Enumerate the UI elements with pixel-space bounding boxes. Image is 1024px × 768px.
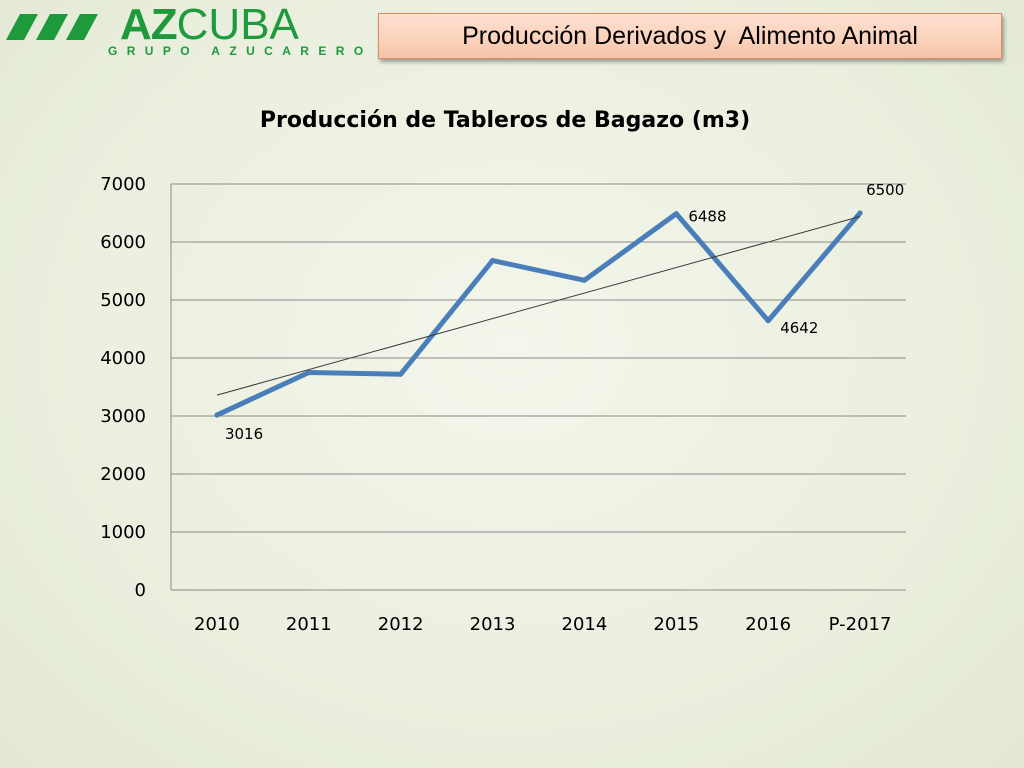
x-tick-label: 2013 (470, 614, 516, 635)
series-line (214, 210, 863, 418)
y-tick-label: 6000 (100, 232, 146, 253)
data-label: 6488 (688, 208, 726, 226)
x-tick-label: 2015 (653, 614, 699, 635)
section-title: Producción Derivados y Alimento Animal (462, 21, 918, 50)
data-point (490, 258, 496, 264)
data-point (857, 210, 863, 216)
data-point (673, 211, 679, 217)
data-label: 4642 (780, 319, 818, 337)
azcuba-logo: AZCUBA GRUPO AZUCARERO (0, 3, 373, 60)
y-tick-label: 0 (135, 580, 146, 601)
section-title-banner: Producción Derivados y Alimento Animal (378, 13, 1002, 59)
data-point (398, 371, 404, 377)
x-tick-label: 2016 (745, 614, 791, 635)
y-tick-label: 5000 (100, 290, 146, 311)
y-tick-label: 2000 (100, 464, 146, 485)
x-tick-label: 2011 (286, 614, 332, 635)
y-tick-label: 7000 (100, 174, 146, 195)
data-point (581, 277, 587, 283)
y-tick-label: 1000 (100, 522, 146, 543)
y-tick-label: 3000 (100, 406, 146, 427)
logo-wordmark: AZCUBA (120, 3, 299, 47)
data-point (214, 412, 220, 418)
data-label: 6500 (866, 181, 904, 199)
chart-title: Producción de Tableros de Bagazo (m3) (259, 108, 751, 133)
data-point (765, 318, 771, 324)
logo-text-cuba: CUBA (176, 0, 299, 49)
x-tick-label: 2010 (194, 614, 240, 635)
y-tick-label: 4000 (100, 348, 146, 369)
x-tick-label: 2014 (562, 614, 608, 635)
trendline (216, 215, 861, 396)
logo-stripes-icon (6, 14, 98, 40)
x-tick-label: 2012 (378, 614, 424, 635)
data-point (306, 370, 312, 375)
logo-text-az: AZ (120, 0, 178, 49)
logo-subtitle: GRUPO AZUCARERO (108, 44, 373, 58)
x-tick-label: P-2017 (829, 614, 892, 635)
data-label: 3016 (225, 425, 263, 443)
